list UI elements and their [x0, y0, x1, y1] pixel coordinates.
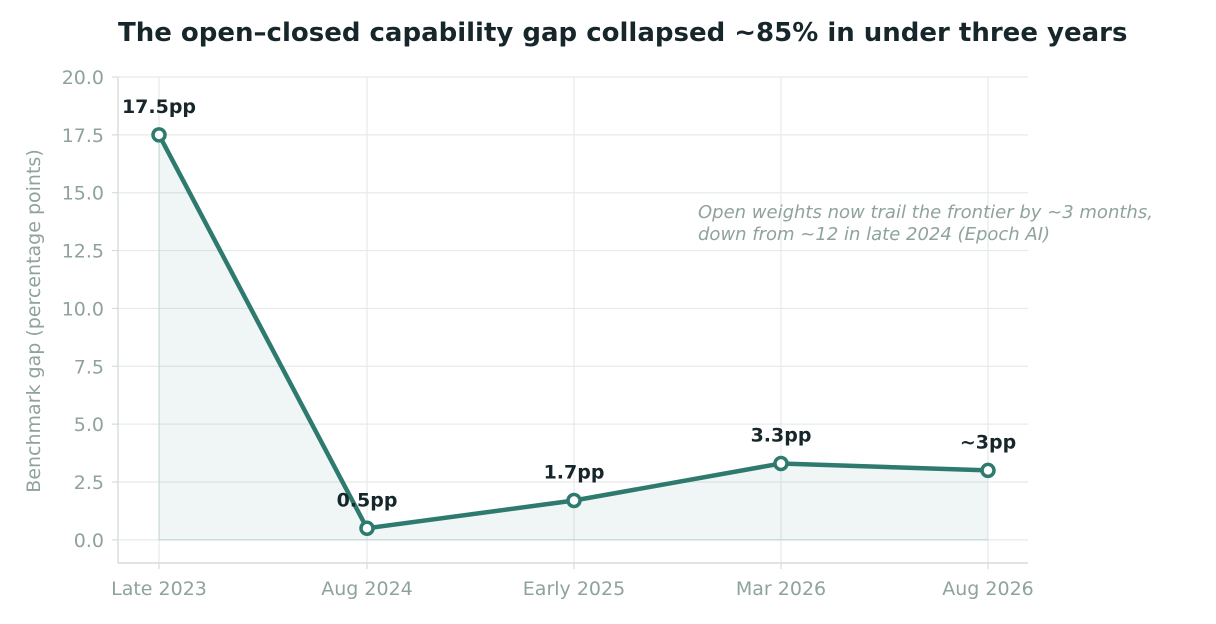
x-tick-label: Late 2023 — [111, 578, 207, 600]
grid — [118, 76, 1028, 563]
data-label: 1.7pp — [544, 462, 605, 484]
annotation-note: Open weights now trail the frontier by ~… — [698, 202, 1159, 245]
y-tick-label: 20.0 — [62, 67, 104, 89]
data-point — [359, 520, 375, 537]
data-label: 0.5pp — [337, 489, 398, 511]
data-point — [980, 462, 996, 479]
y-tick-label: 10.0 — [62, 298, 104, 320]
y-tick-label: 0.0 — [74, 530, 104, 552]
x-tick-label: Aug 2026 — [942, 578, 1034, 600]
y-tick-label: 12.5 — [62, 241, 104, 263]
x-tick-label: Aug 2024 — [321, 578, 413, 600]
data-point — [773, 455, 789, 472]
data-point — [151, 127, 167, 143]
axes: 0.0 2.5 5.0 7.5 10.0 12.5 15.0 17.5 20.0 Late 202… — [62, 67, 1034, 600]
data-label: 3.3pp — [751, 424, 812, 446]
data-points — [151, 127, 996, 537]
data-labels: 17.5pp 0.5pp 1.7pp 3.3pp ~3pp — [122, 96, 1016, 511]
annotation-line-1: Open weights now trail the frontier by ~… — [698, 202, 1153, 223]
x-tick-label: Early 2025 — [523, 578, 625, 600]
y-tick-label: 17.5 — [62, 125, 104, 147]
series-area — [159, 134, 988, 540]
y-tick-label: 7.5 — [74, 356, 104, 378]
chart-title: The open–closed capability gap collapsed… — [118, 18, 1128, 48]
y-axis-label: Benchmark gap (percentage points) — [23, 149, 45, 492]
annotation-line-2: down from ~12 in late 2024 (Epoch AI) — [698, 224, 1050, 245]
y-tick-label: 5.0 — [74, 414, 104, 436]
x-tick-label: Mar 2026 — [736, 578, 826, 600]
y-tick-label: 15.0 — [62, 183, 104, 205]
data-label: ~3pp — [960, 431, 1016, 453]
y-tick-label: 2.5 — [74, 472, 104, 494]
data-label: 17.5pp — [122, 96, 196, 118]
data-point — [566, 492, 582, 509]
